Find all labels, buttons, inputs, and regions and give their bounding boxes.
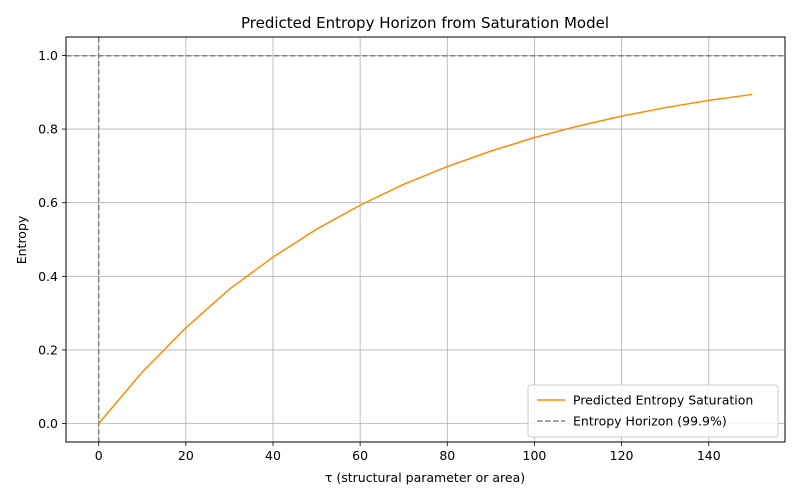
- plot-frame: [65, 36, 786, 443]
- x-tick-label: 120: [610, 448, 634, 463]
- x-tick-label: 40: [265, 448, 281, 463]
- x-tick-label: 140: [697, 448, 721, 463]
- grid-lines: [66, 37, 785, 442]
- x-tick-label: 100: [523, 448, 547, 463]
- x-tick-label: 80: [439, 448, 455, 463]
- y-tick-label: 0.4: [38, 269, 58, 284]
- legend: Predicted Entropy Saturation Entropy Hori…: [527, 384, 779, 438]
- chart-title: Predicted Entropy Horizon from Saturatio…: [241, 14, 609, 32]
- legend-label: Predicted Entropy Saturation: [573, 393, 753, 408]
- x-tick-label: 0: [95, 448, 103, 463]
- y-axis-label: Entropy: [14, 215, 29, 264]
- legend-label: Entropy Horizon (99.9%): [573, 414, 727, 429]
- y-tick-label: 0.6: [38, 195, 58, 210]
- y-axis-ticks: 0.0 0.2 0.4 0.6 0.8 1.0: [38, 48, 66, 431]
- x-tick-label: 20: [178, 448, 194, 463]
- series-line-entropy-saturation: [98, 93, 753, 425]
- series-layer: [98, 93, 753, 425]
- reference-lines: [66, 37, 785, 442]
- x-axis-ticks: 0 20 40 60 80 100 120 140: [95, 442, 721, 463]
- x-tick-label: 60: [352, 448, 368, 463]
- x-axis-label: τ (structural parameter or area): [325, 470, 525, 485]
- y-tick-label: 0.2: [38, 342, 58, 357]
- y-tick-label: 0.8: [38, 122, 58, 137]
- y-tick-label: 1.0: [38, 48, 58, 63]
- y-tick-label: 0.0: [38, 416, 58, 431]
- legend-box: [527, 384, 779, 438]
